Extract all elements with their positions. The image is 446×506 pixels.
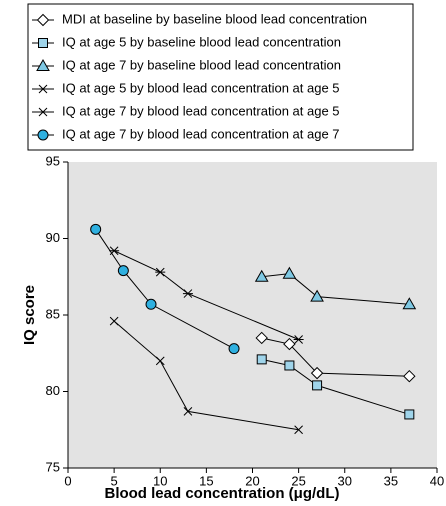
- y-axis-label: IQ score: [21, 285, 38, 345]
- marker: [404, 409, 415, 420]
- legend-label: IQ at age 7 by blood lead concentration …: [62, 126, 340, 141]
- marker: [293, 335, 304, 344]
- marker: [256, 354, 267, 365]
- x-axis-label: Blood lead concentration (μg/dL): [104, 485, 339, 502]
- marker: [183, 407, 193, 416]
- marker: [294, 425, 303, 435]
- legend-label: IQ at age 5 by baseline blood lead conce…: [62, 34, 341, 49]
- y-tick-label: 80: [46, 383, 60, 398]
- x-tick-label: 20: [245, 473, 259, 488]
- x-tick-label: 25: [291, 473, 305, 488]
- legend-marker: [38, 107, 48, 117]
- marker: [310, 289, 324, 302]
- marker: [228, 343, 240, 355]
- x-tick-label: 5: [111, 473, 118, 488]
- series-line: [113, 320, 299, 431]
- x-tick-label: 35: [384, 473, 398, 488]
- legend-marker: [37, 129, 49, 141]
- x-tick-label: 30: [338, 473, 352, 488]
- marker: [312, 380, 323, 391]
- legend-marker: [36, 13, 50, 27]
- x-tick-label: 10: [153, 473, 167, 488]
- marker: [109, 316, 119, 326]
- y-tick-label: 75: [46, 459, 60, 474]
- legend-label: IQ at age 7 by baseline blood lead conce…: [62, 57, 341, 72]
- legend-box: [27, 3, 414, 151]
- marker: [182, 289, 193, 298]
- x-tick-label: 15: [199, 473, 213, 488]
- plot-area: [68, 162, 437, 468]
- x-tick-label: 0: [64, 473, 71, 488]
- x-tick-label: 40: [430, 473, 444, 488]
- legend-marker: [36, 58, 50, 71]
- marker: [282, 266, 297, 279]
- legend-label: IQ at age 7 by blood lead concentration …: [62, 103, 340, 118]
- marker: [284, 360, 295, 371]
- series-line: [95, 229, 235, 350]
- y-tick-label: 95: [46, 153, 60, 168]
- y-tick-label: 85: [46, 306, 60, 321]
- marker: [145, 298, 157, 310]
- marker: [283, 337, 296, 351]
- series-line: [261, 337, 410, 377]
- marker: [310, 366, 324, 380]
- marker: [117, 265, 129, 277]
- legend-marker: [38, 38, 48, 48]
- marker: [254, 269, 269, 282]
- marker: [155, 356, 165, 366]
- legend-label: MDI at baseline by baseline blood lead c…: [62, 11, 367, 26]
- legend-marker: [38, 84, 48, 94]
- legend-label: IQ at age 5 by blood lead concentration …: [62, 80, 340, 95]
- marker: [402, 297, 417, 310]
- series-line: [261, 273, 410, 305]
- series-line: [261, 358, 410, 415]
- y-tick-label: 90: [46, 230, 60, 245]
- marker: [90, 223, 102, 235]
- marker: [155, 267, 166, 277]
- marker: [403, 369, 416, 383]
- series-line: [113, 250, 299, 340]
- marker: [255, 331, 268, 345]
